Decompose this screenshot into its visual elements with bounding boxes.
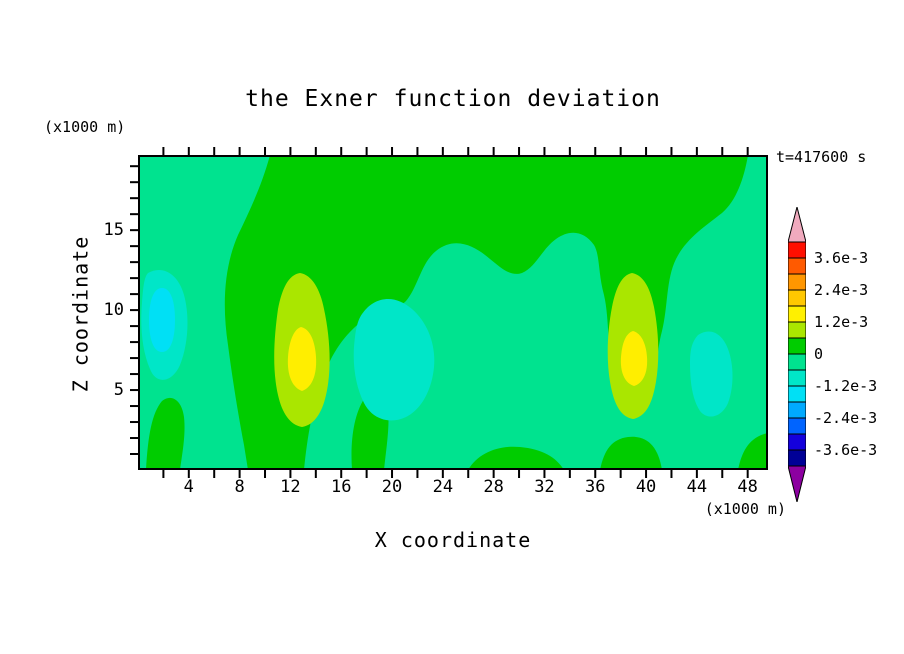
plot-frame: [138, 155, 768, 470]
green-bottom-center-band: [468, 446, 564, 470]
teal-right-patch: [690, 331, 733, 417]
colorbar-segment: [787, 273, 807, 291]
colorbar-segment: [787, 417, 807, 435]
y-axis-units-label: (x1000 m): [44, 118, 126, 136]
green-bottom-right-wisp: [600, 436, 662, 470]
x-tick-label: 8: [234, 477, 245, 497]
x-tick-label: 40: [635, 477, 657, 497]
yellow-right-core: [620, 331, 648, 386]
x-tick-label: 12: [280, 477, 301, 497]
x-axis-units-label: (x1000 m): [704, 500, 786, 518]
chart-title: the Exner function deviation: [245, 86, 661, 112]
teal-middle-patch: [353, 298, 435, 421]
y-tick-label: 10: [103, 300, 124, 321]
green-bottom-corner: [738, 433, 768, 470]
x-tick-label: 44: [686, 477, 708, 497]
colorbar-segment: [787, 321, 807, 339]
x-axis-label: X coordinate: [374, 528, 532, 552]
colorbar-segment: [787, 305, 807, 323]
colorbar-segment: [787, 385, 807, 403]
colorbar-over-arrow: [787, 206, 807, 243]
colorbar-segment: [787, 401, 807, 419]
colorbar-label: 1.2e-3: [814, 313, 869, 331]
colorbar-label: -2.4e-3: [814, 409, 878, 427]
colorbar-segment: [787, 337, 807, 355]
colorbar: 3.6e-3 2.4e-3 1.2e-3 0 -1.2e-3 -2.4e-3 -3.6e-3: [787, 206, 898, 507]
colorbar-segment: [787, 241, 807, 259]
colorbar-segment: [787, 289, 807, 307]
x-tick-label: 16: [330, 477, 352, 497]
x-tick-label: 36: [585, 477, 606, 497]
yellow-left-core: [287, 327, 317, 391]
y-tick-label: 5: [113, 380, 124, 401]
colorbar-label: 2.4e-3: [814, 281, 869, 299]
colorbar-segment: [787, 433, 807, 451]
colorbar-label: -1.2e-3: [814, 377, 878, 395]
colorbar-label: 0: [814, 345, 824, 363]
x-tick-label: 28: [483, 477, 504, 497]
colorbar-svg: [787, 206, 807, 503]
colorbar-segment: [787, 449, 807, 467]
x-tick-label: 48: [737, 477, 758, 497]
colorbar-label: -3.6e-3: [814, 441, 878, 459]
time-annotation: t=417600 s: [776, 148, 867, 166]
colorbar-segment: [787, 369, 807, 387]
y-axis-label: Z coordinate: [68, 235, 93, 393]
colorbar-segment: [787, 353, 807, 371]
y-tick-label: 15: [103, 220, 124, 241]
contour-plot-svg: [130, 147, 768, 478]
colorbar-under-arrow: [787, 465, 807, 503]
x-tick-label: 32: [534, 477, 555, 497]
green-top-band-and-left-column: [224, 155, 748, 470]
cyan-left-core: [149, 288, 175, 352]
green-bottom-left-wisp: [146, 397, 185, 470]
x-tick-label: 24: [432, 477, 454, 497]
x-tick-label: 4: [183, 477, 194, 497]
plot-area: 4 8 12 16 20 24 28 32 36 40 44 48 5 10 15: [104, 147, 768, 497]
colorbar-segment: [787, 257, 807, 275]
x-tick-label: 20: [381, 477, 403, 497]
colorbar-label: 3.6e-3: [814, 249, 869, 267]
